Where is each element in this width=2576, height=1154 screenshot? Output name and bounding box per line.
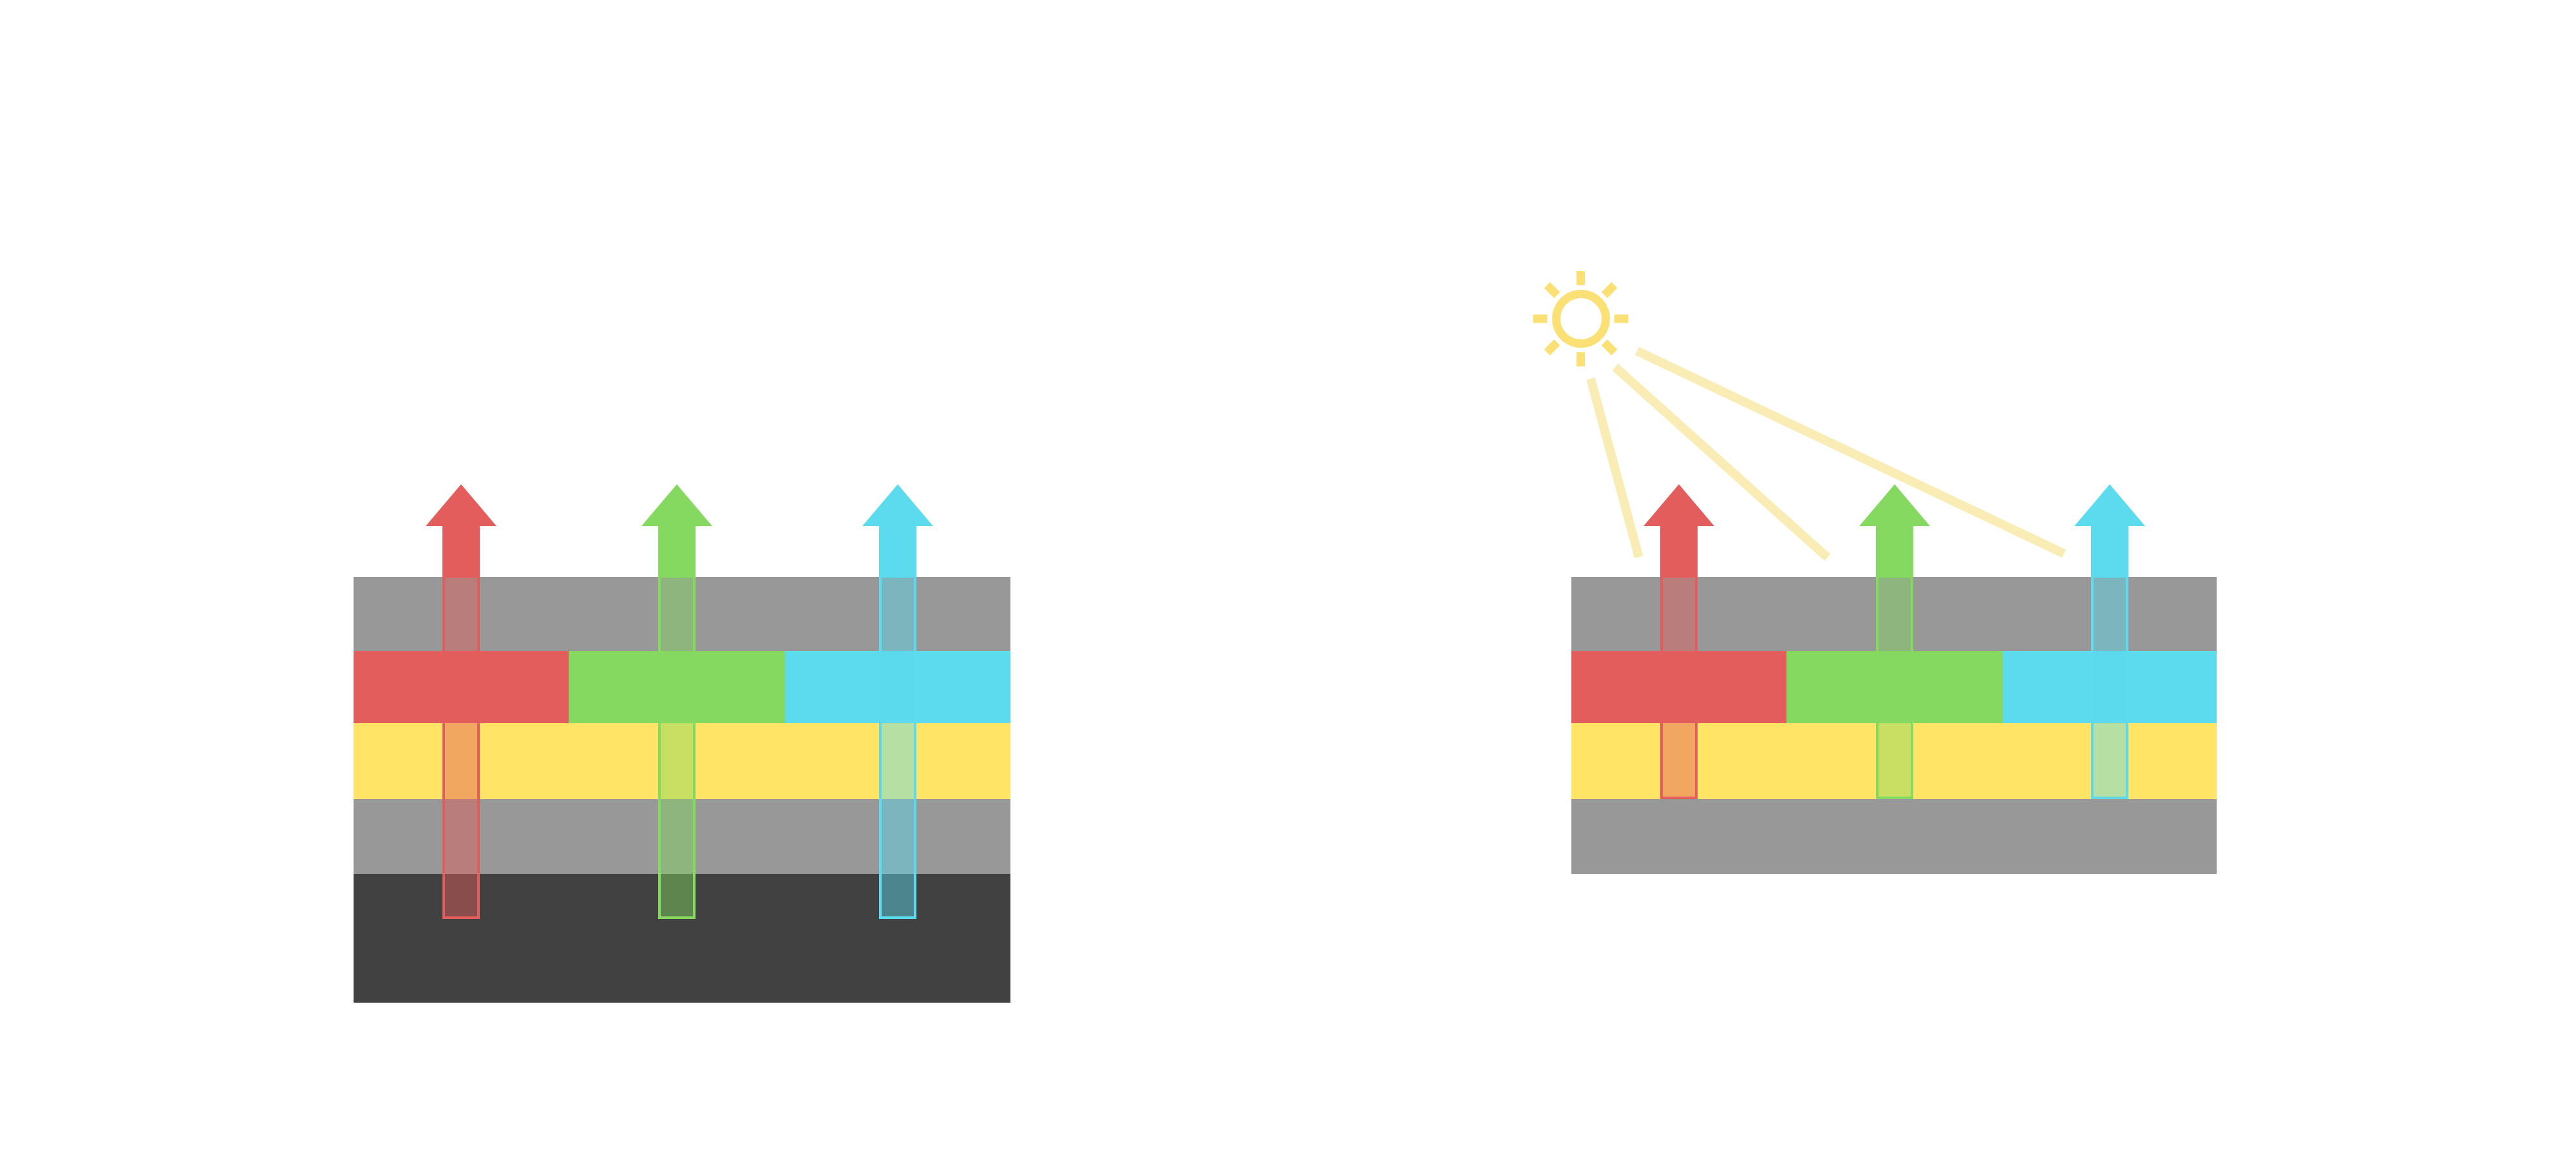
right-blue-arrow-shaft (2091, 525, 2128, 578)
sun-ray-icon (1577, 271, 1585, 285)
left-green-arrow-shaft (658, 525, 696, 578)
right-green-arrow-shaft-through-stack (1876, 577, 1913, 799)
left-blue-filter-segment (785, 651, 1010, 723)
right-blue-arrow-shaft-through-stack (2091, 577, 2128, 799)
sun-icon (1552, 290, 1610, 348)
right-top-gray-layer (1571, 577, 2217, 651)
sun-ray-icon (1601, 339, 1618, 355)
sun-ray-icon (1577, 352, 1585, 366)
left-red-arrow-head (426, 484, 497, 526)
left-yellow-layer (354, 723, 1010, 799)
right-red-filter-segment (1571, 651, 1786, 723)
right-red-arrow-shaft-through-stack (1660, 577, 1698, 799)
sun-ray-icon (1533, 314, 1548, 323)
right-blue-arrow-head (2074, 484, 2145, 526)
left-blue-arrow-head (862, 484, 933, 526)
right-yellow-layer (1571, 723, 2217, 799)
right-green-arrow-shaft (1876, 525, 1913, 578)
left-red-arrow-shaft-through-stack (442, 577, 480, 919)
left-lower-gray-layer (354, 799, 1010, 874)
sun-light-beam (1634, 346, 2067, 558)
left-dark-bottom-layer (354, 874, 1010, 1003)
left-blue-arrow-shaft (879, 525, 916, 578)
right-red-arrow-head (1643, 484, 1714, 526)
left-red-arrow-shaft (442, 525, 480, 578)
right-blue-filter-segment (2003, 651, 2217, 723)
sun-ray-icon (1544, 282, 1560, 298)
sun-ray-icon (1544, 339, 1560, 355)
left-green-filter-segment (569, 651, 785, 723)
right-green-filter-segment (1786, 651, 2003, 723)
right-green-arrow-head (1859, 484, 1930, 526)
right-bottom-gray-layer (1571, 799, 2217, 874)
left-red-filter-segment (354, 651, 569, 723)
sun-light-beam (1586, 377, 1643, 558)
left-green-arrow-head (641, 484, 712, 526)
sun-ray-icon (1614, 314, 1629, 323)
left-blue-arrow-shaft-through-stack (879, 577, 916, 919)
left-green-arrow-shaft-through-stack (658, 577, 696, 919)
sun-ray-icon (1601, 282, 1618, 298)
left-top-gray-layer (354, 577, 1010, 651)
right-red-arrow-shaft (1660, 525, 1698, 578)
